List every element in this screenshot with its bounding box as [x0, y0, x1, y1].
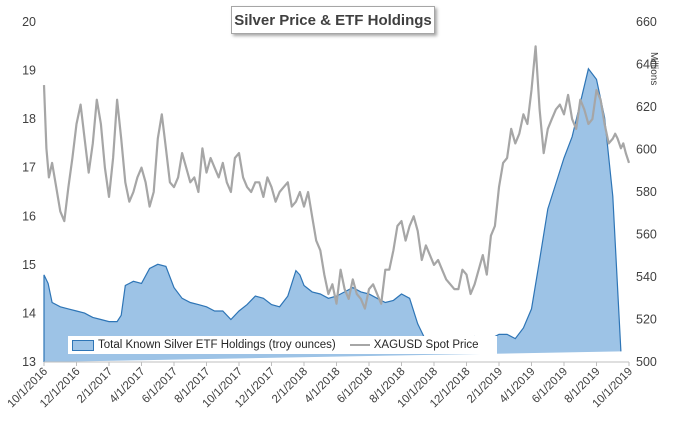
y-left-tick-label: 15 — [22, 258, 36, 272]
y-right-tick-label: 520 — [636, 313, 657, 327]
chart-title: Silver Price & ETF Holdings — [231, 6, 435, 34]
price-line-layer — [42, 45, 631, 310]
y-right-tick-label: 560 — [636, 228, 657, 242]
y-left-tick-label: 16 — [22, 209, 36, 223]
price-line — [42, 45, 631, 310]
y-left-tick-label: 17 — [22, 161, 36, 175]
y-left-tick-label: 19 — [22, 64, 36, 78]
right-axis-label: Millions — [648, 52, 659, 86]
legend-swatch-holdings — [72, 339, 94, 351]
legend-item-price: XAGUSD Spot Price — [349, 339, 479, 351]
holdings-area-layer — [43, 67, 622, 362]
legend-label-holdings: Total Known Silver ETF Holdings (troy ou… — [98, 339, 336, 351]
y-right-tick-label: 600 — [636, 143, 657, 157]
y-left-tick-label: 14 — [22, 306, 36, 320]
y-right-tick-label: 540 — [636, 270, 657, 284]
y-left-tick-label: 13 — [22, 355, 36, 369]
y-right-tick-label: 660 — [636, 15, 657, 29]
y-right-tick-label: 580 — [636, 185, 657, 199]
y-left-tick-label: 20 — [22, 15, 36, 29]
y-right-tick-label: 640 — [636, 58, 657, 72]
legend-swatch-price — [349, 344, 370, 346]
y-right-tick-label: 620 — [636, 100, 657, 114]
legend-item-holdings: Total Known Silver ETF Holdings (troy ou… — [72, 339, 336, 351]
y-right-tick-label: 500 — [636, 355, 657, 369]
legend: Total Known Silver ETF Holdings (troy ou… — [68, 336, 497, 354]
y-left-tick-label: 18 — [22, 112, 36, 126]
holdings-area — [43, 67, 622, 362]
legend-label-price: XAGUSD Spot Price — [373, 339, 479, 351]
